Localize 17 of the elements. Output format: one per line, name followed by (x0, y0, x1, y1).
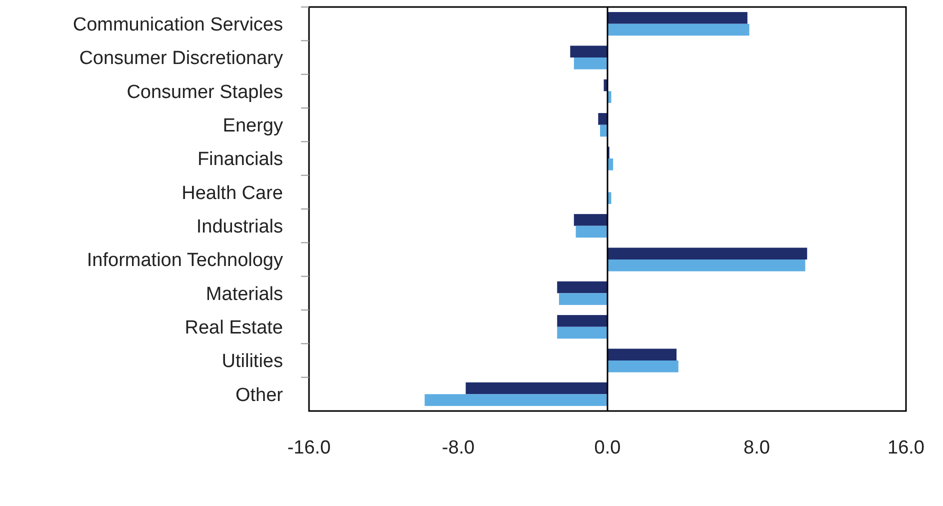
x-tick-label: -16.0 (287, 438, 331, 459)
y-tick-label: Information Technology (86, 250, 284, 272)
x-tick-label: 8.0 (744, 438, 770, 459)
y-tick-label: Utilities (222, 351, 283, 372)
y-tick-label: Energy (222, 115, 284, 136)
y-tick-label: Materials (206, 284, 283, 305)
y-tick-label: Real Estate (184, 317, 283, 338)
y-tick-label: Industrials (196, 216, 283, 238)
y-tick-label: Consumer Staples (126, 82, 283, 103)
y-tick-label: Other (235, 384, 284, 406)
y-tick-label: Financials (197, 149, 283, 170)
x-tick-label: 16.0 (888, 438, 924, 459)
x-tick-label: -8.0 (442, 438, 475, 459)
y-tick-label: Consumer Discretionary (79, 48, 284, 70)
x-tick-label: 0.0 (594, 438, 621, 459)
y-tick-label: Communication Services (72, 14, 283, 36)
y-tick-label: Health Care (182, 182, 283, 204)
